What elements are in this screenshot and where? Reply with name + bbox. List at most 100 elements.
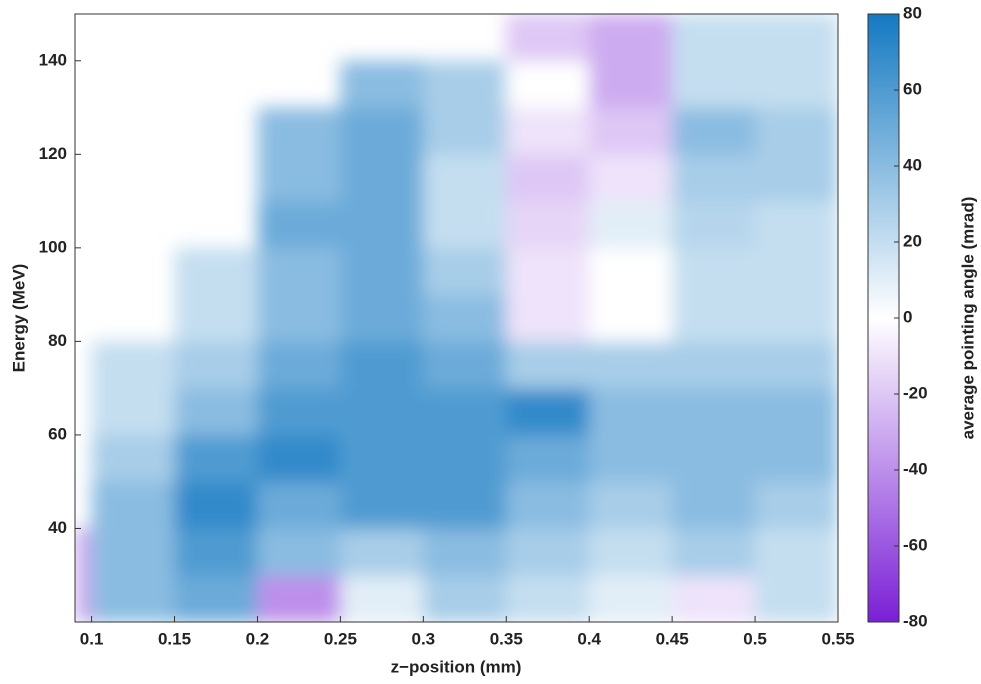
heatmap-cell [755,107,838,155]
heatmap-cell [506,434,590,483]
heatmap-cell [423,294,507,342]
heatmap-cell [506,388,590,436]
x-tick-label: 0.2 [246,629,270,648]
y-axis-label: Energy (MeV) [9,264,28,373]
heatmap-cell [174,481,258,529]
heatmap-cell [75,575,93,622]
colorbar-tick-label: -40 [903,459,928,478]
heatmap-cell [257,575,341,622]
heatmap-cell [423,60,507,109]
heatmap-cell [755,575,838,622]
x-tick-label: 0.45 [656,629,689,648]
heatmap-cell [755,201,838,249]
colorbar-tick-label: 0 [903,307,912,326]
heatmap-cell [506,481,590,529]
heatmap-cell [672,201,756,249]
heatmap-cell [423,575,507,622]
heatmap-cell [423,528,507,576]
heatmap-cell [506,575,590,622]
x-tick-label: 0.15 [158,629,191,648]
heatmap-cell [340,575,424,622]
heatmap-cell [506,154,590,202]
heatmap-cell [755,341,838,389]
colorbar-tick-label: -20 [903,383,928,402]
heatmap-cell [174,341,258,389]
heatmap-cell [672,575,756,622]
y-tick-label: 60 [48,424,67,443]
heatmap-cell [340,528,424,576]
x-axis-label: z−position (mm) [391,657,522,676]
heatmap-cell [672,528,756,576]
heatmap-cell [589,388,673,436]
heatmap-cell [506,341,590,389]
heatmap-cell [257,434,341,483]
heatmap-cell [589,60,673,109]
heatmap-cell [672,481,756,529]
heatmap-cell [91,434,176,483]
heatmap-cell [423,107,507,155]
x-tick-label: 0.55 [821,629,854,648]
x-tick-label: 0.1 [80,629,104,648]
colorbar-tick-label: 80 [903,3,922,22]
y-tick-label: 80 [48,331,67,350]
heatmap-cell [755,14,838,62]
heatmap-cell [257,154,341,202]
colorbar-tick-label: 20 [903,231,922,250]
heatmap-cell [589,341,673,389]
heatmap-cell [672,247,756,296]
heatmap-cell [340,434,424,483]
heatmap-cell [340,481,424,529]
heatmap-cell [672,294,756,342]
heatmap-cell [506,528,590,576]
colorbar-tick-label: -60 [903,535,928,554]
y-tick-label: 140 [39,50,67,69]
heatmap-cell [755,434,838,483]
heatmap-cell [257,294,341,342]
heatmap-cell [75,528,93,576]
y-tick-label: 100 [39,237,67,256]
heatmap [75,14,838,622]
heatmap-cell [423,201,507,249]
heatmap-cell [174,528,258,576]
heatmap-cell [174,294,258,342]
heatmap-cell [340,154,424,202]
heatmap-cell [589,201,673,249]
heatmap-cell [506,60,590,109]
colorbar [867,13,900,623]
heatmap-cell [257,341,341,389]
heatmap-cell [672,154,756,202]
heatmap-cell [506,294,590,342]
heatmap-cell [672,341,756,389]
heatmap-cell [423,247,507,296]
heatmap-cell [423,154,507,202]
heatmap-cell [672,14,756,62]
heatmap-cell [174,247,258,296]
colorbar-label: average pointing angle (mrad) [958,197,977,440]
heatmap-cell [91,575,176,622]
heatmap-cell [257,481,341,529]
heatmap-cell [423,434,507,483]
heatmap-cell [672,434,756,483]
colorbar-tick-label: 40 [903,155,922,174]
heatmap-cell [506,107,590,155]
heatmap-cell [589,528,673,576]
heatmap-cell [589,575,673,622]
heatmap-cell [755,294,838,342]
heatmap-cell [755,247,838,296]
heatmap-cell [755,388,838,436]
heatmap-cell [257,388,341,436]
x-tick-label: 0.3 [412,629,436,648]
heatmap-cell [174,388,258,436]
heatmap-cell [506,14,590,62]
heatmap-cell [589,107,673,155]
heatmap-cell [340,107,424,155]
heatmap-cell [257,528,341,576]
heatmap-cell [91,481,176,529]
heatmap-cell [755,528,838,576]
heatmap-cell [340,388,424,436]
plot-frame [74,13,839,623]
heatmap-cell [589,247,673,296]
x-tick-label: 0.4 [577,629,601,648]
heatmap-cell [755,60,838,109]
heatmap-cell [755,154,838,202]
